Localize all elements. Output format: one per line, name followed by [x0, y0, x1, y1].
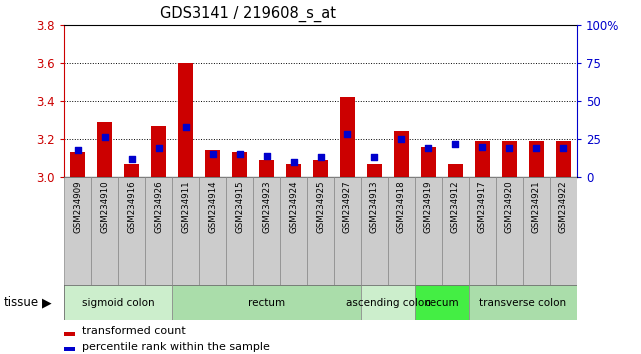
Text: GSM234921: GSM234921 [532, 180, 541, 233]
Text: ascending colon: ascending colon [345, 298, 430, 308]
FancyBboxPatch shape [361, 177, 388, 285]
Point [262, 153, 272, 159]
Text: GSM234911: GSM234911 [181, 180, 190, 233]
Point [153, 145, 163, 151]
Point [99, 135, 110, 140]
Text: GSM234927: GSM234927 [343, 180, 352, 233]
Bar [286, 164, 301, 177]
Text: GSM234910: GSM234910 [100, 180, 109, 233]
Text: GSM234916: GSM234916 [127, 180, 136, 233]
Text: GSM234918: GSM234918 [397, 180, 406, 233]
FancyBboxPatch shape [172, 177, 199, 285]
FancyBboxPatch shape [361, 285, 415, 320]
Bar [259, 160, 274, 177]
Bar [124, 164, 139, 177]
Bar [178, 63, 193, 177]
Bar [367, 164, 382, 177]
Bar [64, 332, 76, 336]
Point [369, 154, 379, 160]
FancyBboxPatch shape [226, 177, 253, 285]
Bar [421, 147, 436, 177]
Bar [205, 150, 220, 177]
FancyBboxPatch shape [118, 177, 145, 285]
Text: GSM234922: GSM234922 [559, 180, 568, 233]
Text: rectum: rectum [248, 298, 285, 308]
Text: GSM234925: GSM234925 [316, 180, 325, 233]
Bar [313, 160, 328, 177]
Text: transverse colon: transverse colon [479, 298, 567, 308]
Bar [394, 131, 409, 177]
FancyBboxPatch shape [496, 177, 523, 285]
Text: sigmoid colon: sigmoid colon [82, 298, 154, 308]
Text: GDS3141 / 219608_s_at: GDS3141 / 219608_s_at [160, 5, 337, 22]
Point [504, 145, 515, 151]
Bar [475, 141, 490, 177]
FancyBboxPatch shape [64, 177, 91, 285]
Point [423, 145, 433, 151]
Text: GSM234909: GSM234909 [73, 180, 82, 233]
FancyBboxPatch shape [280, 177, 307, 285]
FancyBboxPatch shape [307, 177, 334, 285]
FancyBboxPatch shape [442, 177, 469, 285]
Bar [448, 164, 463, 177]
FancyBboxPatch shape [388, 177, 415, 285]
FancyBboxPatch shape [415, 285, 469, 320]
Point [342, 132, 353, 137]
Point [315, 154, 326, 160]
Bar [70, 152, 85, 177]
Point [451, 141, 461, 146]
Text: GSM234923: GSM234923 [262, 180, 271, 233]
Point [288, 159, 299, 165]
Point [208, 152, 218, 157]
Point [531, 145, 542, 151]
Point [180, 124, 190, 130]
FancyBboxPatch shape [253, 177, 280, 285]
FancyBboxPatch shape [145, 177, 172, 285]
FancyBboxPatch shape [550, 177, 577, 285]
Text: percentile rank within the sample: percentile rank within the sample [82, 342, 270, 352]
FancyBboxPatch shape [199, 177, 226, 285]
Point [235, 152, 245, 157]
Bar [232, 152, 247, 177]
Bar [340, 97, 355, 177]
Text: GSM234920: GSM234920 [505, 180, 514, 233]
Bar [151, 126, 166, 177]
Bar [97, 122, 112, 177]
Text: transformed count: transformed count [82, 326, 186, 336]
Text: GSM234913: GSM234913 [370, 180, 379, 233]
Text: cecum: cecum [424, 298, 459, 308]
Text: GSM234924: GSM234924 [289, 180, 298, 233]
FancyBboxPatch shape [91, 177, 118, 285]
Bar [529, 141, 544, 177]
Text: GSM234914: GSM234914 [208, 180, 217, 233]
Text: GSM234912: GSM234912 [451, 180, 460, 233]
Text: ▶: ▶ [42, 296, 52, 309]
Text: GSM234915: GSM234915 [235, 180, 244, 233]
FancyBboxPatch shape [469, 285, 577, 320]
Point [126, 156, 137, 161]
FancyBboxPatch shape [523, 177, 550, 285]
FancyBboxPatch shape [415, 177, 442, 285]
Text: GSM234919: GSM234919 [424, 180, 433, 233]
Text: tissue: tissue [3, 296, 38, 309]
Point [72, 147, 83, 153]
Bar [556, 141, 571, 177]
FancyBboxPatch shape [64, 285, 172, 320]
FancyBboxPatch shape [469, 177, 496, 285]
FancyBboxPatch shape [334, 177, 361, 285]
FancyBboxPatch shape [172, 285, 361, 320]
Point [478, 144, 488, 149]
Text: GSM234926: GSM234926 [154, 180, 163, 233]
Bar [502, 141, 517, 177]
Text: GSM234917: GSM234917 [478, 180, 487, 233]
Point [558, 145, 569, 151]
Bar [64, 347, 76, 350]
Point [396, 136, 406, 142]
